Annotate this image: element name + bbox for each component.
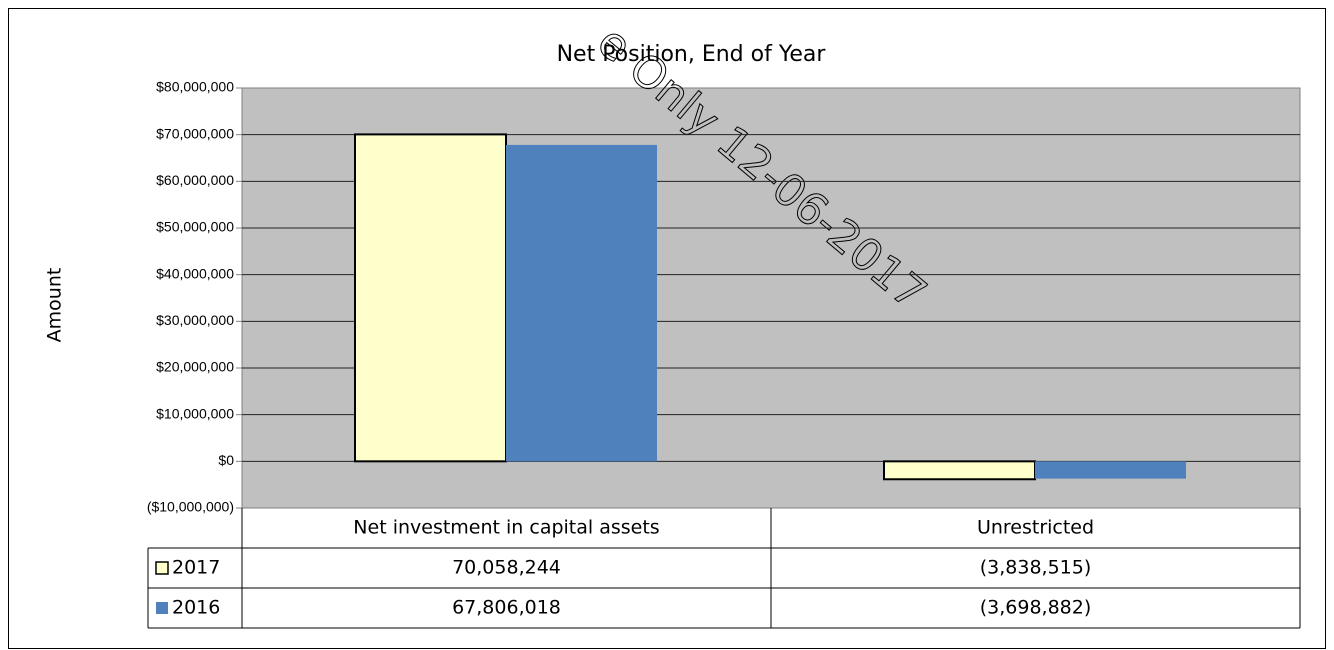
x-tick-label: Net investment in capital assets xyxy=(353,517,659,539)
y-tick-label: $40,000,000 xyxy=(156,265,234,281)
y-tick-label: $50,000,000 xyxy=(156,219,234,235)
y-tick-label: $30,000,000 xyxy=(156,312,234,328)
data-label: 67,806,018 xyxy=(452,597,561,619)
legend-label: 2016 xyxy=(172,597,220,619)
x-tick-label: Unrestricted xyxy=(977,517,1094,539)
y-axis-title: Amount xyxy=(44,268,66,343)
legend-label: 2017 xyxy=(172,557,220,579)
legend-swatch xyxy=(155,561,169,575)
y-tick-label: ($10,000,000) xyxy=(147,499,234,515)
bar xyxy=(506,144,657,462)
bar xyxy=(354,133,507,463)
data-label: (3,698,882) xyxy=(980,597,1092,619)
bar xyxy=(1035,461,1186,479)
y-tick-label: $0 xyxy=(218,452,234,468)
y-tick-label: $20,000,000 xyxy=(156,359,234,375)
chart-title: Net Position, End of Year xyxy=(557,42,827,67)
bar xyxy=(883,460,1036,481)
y-tick-label: $10,000,000 xyxy=(156,405,234,421)
legend-swatch xyxy=(156,602,168,614)
y-tick-label: $80,000,000 xyxy=(156,79,234,95)
data-label: 70,058,244 xyxy=(452,557,561,579)
y-tick-label: $60,000,000 xyxy=(156,172,234,188)
data-label: (3,838,515) xyxy=(980,557,1092,579)
y-tick-label: $70,000,000 xyxy=(156,125,234,141)
